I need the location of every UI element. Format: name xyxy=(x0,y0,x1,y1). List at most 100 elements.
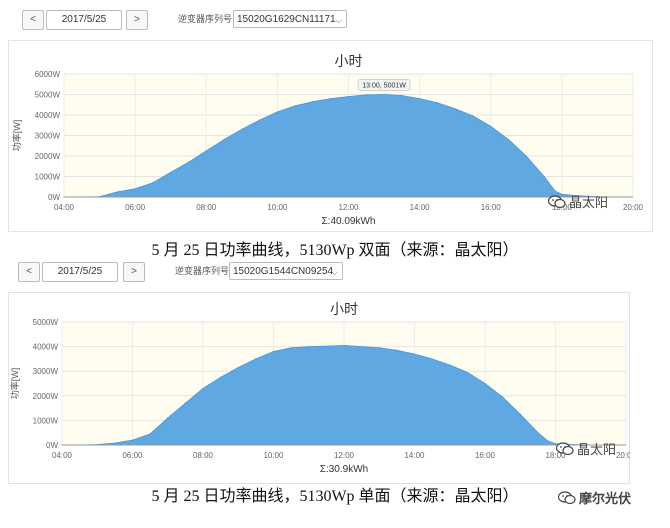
data-point xyxy=(343,344,345,346)
x-tick-label: 06:00 xyxy=(122,451,143,460)
data-point xyxy=(537,432,539,434)
y-tick-label: 3000W xyxy=(35,132,61,141)
data-point xyxy=(547,440,550,442)
serial-label: 逆变器序列号 xyxy=(178,14,233,24)
x-tick-label: 20:00 xyxy=(623,203,644,212)
bottom-watermark: 晶太阳 xyxy=(555,439,617,460)
chevron-down-icon: ⌵ xyxy=(331,267,338,277)
date-input[interactable]: 2017/5/25 xyxy=(42,262,118,282)
data-point xyxy=(383,93,385,96)
data-point xyxy=(466,371,468,374)
x-tick-label: 08:00 xyxy=(196,203,217,212)
top-watermark: 晶太阳 xyxy=(547,192,608,213)
next-day-button[interactable]: > xyxy=(126,10,148,30)
data-point xyxy=(237,366,239,369)
data-point xyxy=(131,439,134,441)
chart-title: 小时 xyxy=(335,53,363,69)
data-point xyxy=(449,364,451,366)
y-tick-label: 3000W xyxy=(33,367,59,376)
data-point xyxy=(396,349,398,351)
top-power-chart: 小时 0W 1000W 2000W 3000W 4000W 5000W 6000W 04:00 0… xyxy=(11,53,644,227)
data-point xyxy=(378,347,380,349)
data-point xyxy=(502,396,504,398)
y-tick-label: 5000W xyxy=(35,91,61,100)
top-toolbar: < 2017/5/25 > 逆变器序列号 15020G1629CN11171 ⌵ xyxy=(0,8,670,38)
wechat-icon xyxy=(555,441,574,460)
top-panel: < 2017/5/25 > 逆变器序列号 15020G1629CN11171 ⌵… xyxy=(0,0,670,262)
wechat-icon xyxy=(557,490,576,509)
data-point xyxy=(347,95,350,98)
y-tick-label: 2000W xyxy=(33,392,59,401)
data-point xyxy=(152,182,154,184)
data-point xyxy=(436,102,439,104)
prev-day-button[interactable]: < xyxy=(18,262,40,282)
data-point xyxy=(220,376,222,378)
data-point xyxy=(484,382,486,385)
y-tick-label: 1000W xyxy=(33,416,59,425)
x-tick-label: 04:00 xyxy=(52,451,73,460)
data-point xyxy=(519,413,521,415)
chevron-down-icon: ⌵ xyxy=(335,15,342,25)
y-tick-label: 1000W xyxy=(35,173,61,182)
data-point xyxy=(205,150,207,152)
x-tick-label: 16:00 xyxy=(481,203,502,212)
x-tick-label: 14:00 xyxy=(404,451,425,460)
data-point xyxy=(507,139,510,141)
prev-day-button[interactable]: < xyxy=(22,10,44,30)
data-point xyxy=(170,171,172,173)
next-day-button[interactable]: > xyxy=(123,262,145,282)
x-tick-label: 08:00 xyxy=(193,451,214,460)
bottom-watermark-text: 晶太阳 xyxy=(577,443,617,458)
x-tick-label: 10:00 xyxy=(263,451,284,460)
serial-select-value: 15020G1629CN11171 xyxy=(237,14,336,25)
bottom-power-chart: 小时 0W 1000W 2000W 3000W 4000W 5000W 04:00 06:00 0… xyxy=(9,301,630,475)
x-axis-label: Σ:30.9kWh xyxy=(320,464,368,475)
data-point xyxy=(365,94,367,96)
serial-select[interactable]: 15020G1544CN09254 ⌵ xyxy=(229,262,343,280)
date-input[interactable]: 2017/5/25 xyxy=(46,10,122,30)
data-point xyxy=(454,108,456,110)
x-tick-label: 18:00 xyxy=(552,203,573,212)
data-point xyxy=(116,191,118,193)
data-point xyxy=(272,350,275,353)
data-point xyxy=(325,345,327,347)
brand-watermark: 摩尔光伏 xyxy=(557,488,631,509)
x-axis-label: Σ:40.09kWh xyxy=(322,216,376,227)
data-point xyxy=(202,387,204,390)
serial-select[interactable]: 15020G1629CN11171 ⌵ xyxy=(233,10,347,28)
y-axis-label: 功率[W] xyxy=(9,368,20,400)
data-point xyxy=(330,98,332,100)
data-point xyxy=(187,161,190,163)
y-axis-label: 功率[W] xyxy=(11,120,22,152)
bottom-panel: < 2017/5/25 > 逆变器序列号 15020G1544CN09254 ⌵… xyxy=(0,256,670,528)
data-point xyxy=(258,119,261,121)
tooltip-box xyxy=(357,79,411,91)
y-tick-label: 6000W xyxy=(35,70,61,79)
data-point xyxy=(579,195,581,197)
data-point xyxy=(308,346,310,348)
data-point xyxy=(167,417,169,419)
data-point xyxy=(149,433,151,435)
x-tick-label: 12:00 xyxy=(338,203,359,212)
data-point xyxy=(255,358,257,360)
data-point xyxy=(554,190,556,192)
data-point xyxy=(294,105,296,107)
data-point xyxy=(472,115,474,117)
data-point xyxy=(114,442,116,444)
data-point xyxy=(241,128,243,130)
x-tick-label: 16:00 xyxy=(475,451,496,460)
data-point xyxy=(312,101,314,103)
x-tick-label: 14:00 xyxy=(410,203,431,212)
x-tick-label: 20:00 xyxy=(616,451,630,460)
y-tick-label: 5000W xyxy=(33,318,59,327)
data-point xyxy=(134,188,136,190)
top-caption: 5 月 25 日功率曲线，5130Wp 双面（来源：晶太阳） xyxy=(151,242,519,259)
x-tick-label: 10:00 xyxy=(267,203,288,212)
y-tick-label: 0W xyxy=(48,193,60,202)
power-area-series xyxy=(62,344,591,446)
data-point xyxy=(561,193,563,195)
data-point xyxy=(554,443,557,445)
bottom-toolbar: < 2017/5/25 > 逆变器序列号 15020G1544CN09254 ⌵ xyxy=(0,260,670,290)
data-point xyxy=(401,94,403,97)
data-point xyxy=(290,347,292,349)
